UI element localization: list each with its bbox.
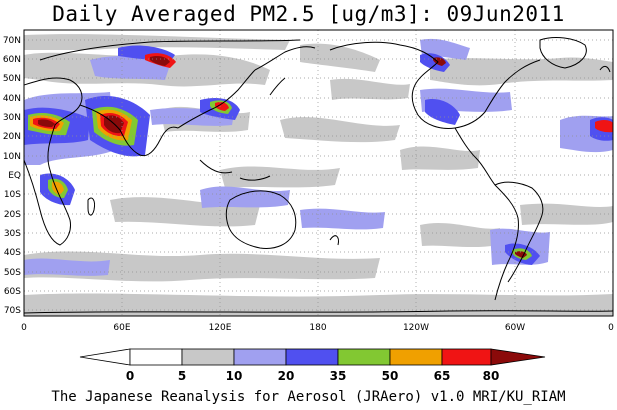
colorbar-segment: [129, 348, 183, 366]
lon-label: 120E: [209, 323, 232, 333]
colorbar-segment: [389, 348, 443, 366]
lat-label: 10S: [4, 190, 21, 200]
lon-label: 60W: [505, 323, 525, 333]
colorbar-segment: [337, 348, 391, 366]
credit-line: The Japanese Reanalysis for Aerosol (JRA…: [51, 389, 566, 405]
colorbar-segment: [490, 348, 546, 366]
latitude-axis: 70N 60N 50N 40N 30N 20N 10N EQ 10S 20S 3…: [3, 36, 21, 316]
lat-label: 60S: [4, 287, 21, 297]
lat-label: 30N: [3, 113, 21, 123]
lon-label: 0: [21, 323, 27, 333]
colorbar-segment: [285, 348, 339, 366]
lat-label: 40N: [3, 94, 21, 104]
lat-label: 50S: [4, 268, 21, 278]
colorbar: [79, 348, 546, 366]
lat-label: 70S: [4, 306, 21, 316]
colorbar-ticks: 0 5 10 20 35 50 65 80: [126, 369, 500, 383]
lat-label: EQ: [8, 171, 21, 181]
longitude-axis: 0 60E 120E 180 120W 60W 0: [21, 323, 614, 333]
colorbar-segment: [233, 348, 287, 366]
map-title: Daily Averaged PM2.5 [ug/m3]: 09Jun2011: [52, 2, 565, 26]
colorbar-tick-label: 10: [226, 369, 243, 383]
lat-label: 20S: [4, 210, 21, 220]
colorbar-tick-label: 80: [483, 369, 500, 383]
lat-label: 30S: [4, 229, 21, 239]
colorbar-tick-label: 65: [434, 369, 451, 383]
colorbar-tick-label: 50: [382, 369, 399, 383]
lat-label: 60N: [3, 55, 21, 65]
colorbar-segment: [181, 348, 235, 366]
map-panel: [24, 30, 613, 316]
lon-label: 0: [608, 323, 614, 333]
colorbar-tick-label: 20: [278, 369, 295, 383]
lat-label: 70N: [3, 36, 21, 46]
lat-label: 50N: [3, 74, 21, 84]
lon-label: 60E: [113, 323, 130, 333]
coastlines: [24, 37, 613, 314]
map-border: [23, 29, 614, 317]
lon-label: 180: [309, 323, 326, 333]
colorbar-tick-label: 0: [126, 369, 134, 383]
lon-label: 120W: [403, 323, 429, 333]
lat-label: 20N: [3, 132, 21, 142]
colorbar-tick-label: 35: [330, 369, 347, 383]
colorbar-segment: [441, 348, 492, 366]
colorbar-tick-label: 5: [178, 369, 186, 383]
lat-label: 10N: [3, 152, 21, 162]
lat-label: 40S: [4, 248, 21, 258]
colorbar-segment: [79, 348, 131, 366]
